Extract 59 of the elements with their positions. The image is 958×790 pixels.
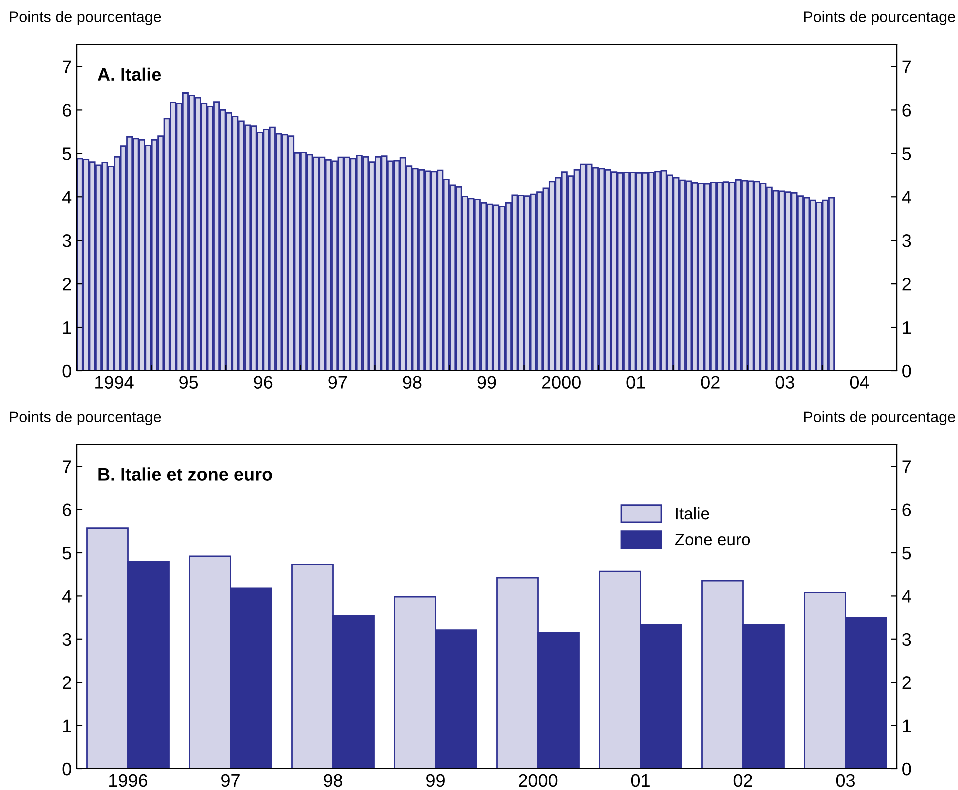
x-tick-label: 2000 [519, 774, 558, 788]
x-tick-label: 95 [180, 376, 198, 389]
x-tick-label: 03 [776, 376, 794, 389]
y2-tick-label: 7 [902, 60, 911, 74]
y2-tick-label: 5 [902, 547, 912, 560]
x-tick-label: 1996 [110, 774, 148, 788]
y2-tick-label: 6 [902, 504, 912, 517]
y2-axis-title: Points de pourcentage [804, 11, 956, 26]
x-tick-label: 01 [631, 774, 650, 788]
y2-tick-label: 3 [902, 633, 912, 646]
y2-tick-label: 6 [902, 104, 912, 117]
y2-tick-label: 4 [902, 590, 912, 603]
x-tick-label: 02 [701, 376, 720, 389]
y2-tick-label: 2 [902, 278, 911, 291]
y-tick-label: 3 [62, 633, 72, 646]
y-axis-title: Points de pourcentage [10, 411, 162, 426]
text: B. Italie et zone euro [98, 468, 272, 481]
x-tick-label: 01 [626, 376, 646, 389]
y2-tick-label: 1 [903, 720, 912, 732]
x-tick-label: 96 [254, 376, 273, 389]
y2-tick-label: 7 [902, 460, 911, 474]
y-tick-label: 5 [62, 148, 72, 160]
x-tick-label: 2000 [542, 376, 581, 389]
y-tick-label: 4 [62, 590, 72, 603]
x-tick-label: 99 [478, 376, 496, 389]
y-axis-title: Points de pourcentage [10, 11, 162, 26]
y2-tick-label: 0 [902, 364, 912, 378]
y2-tick-label: 3 [902, 234, 912, 248]
y2-tick-label: 0 [902, 762, 912, 776]
y2-tick-label: 2 [902, 676, 911, 690]
legend-label: Italie [676, 507, 710, 520]
y-tick-label: 6 [63, 104, 72, 117]
y2-axis-title: Points de pourcentage [804, 411, 956, 426]
x-tick-label: 03 [836, 774, 855, 788]
y-tick-label: 5 [62, 547, 72, 560]
x-tick-label: 98 [403, 376, 422, 389]
y-tick-label: 1 [63, 720, 72, 732]
text: A. Italie [98, 68, 162, 82]
y2-tick-label: 1 [903, 322, 912, 334]
x-tick-label: 98 [324, 774, 343, 788]
y2-tick-label: 4 [902, 191, 912, 204]
y-tick-label: 4 [62, 191, 72, 204]
x-tick-label: 97 [222, 774, 240, 788]
y-tick-label: 7 [63, 460, 72, 474]
x-tick-label: 04 [850, 376, 870, 389]
x-tick-label: 1994 [96, 376, 134, 389]
x-tick-label: 99 [426, 774, 445, 788]
x-tick-label: 02 [734, 774, 752, 788]
y-tick-label: 7 [63, 60, 72, 74]
y-tick-label: 6 [63, 504, 72, 517]
y-tick-label: 2 [63, 676, 72, 690]
y2-tick-label: 5 [902, 148, 912, 160]
y-tick-label: 0 [62, 364, 72, 378]
x-tick-label: 97 [328, 376, 348, 389]
legend-label: Zone euro [675, 534, 750, 546]
y-tick-label: 3 [62, 234, 72, 248]
y-tick-label: 2 [63, 278, 72, 291]
y-tick-label: 1 [63, 322, 72, 334]
y-tick-label: 0 [62, 762, 72, 776]
